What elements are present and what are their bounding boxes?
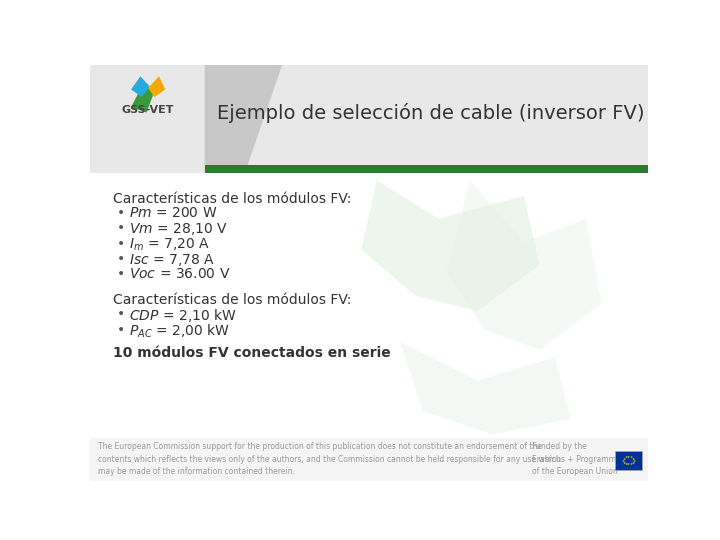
Text: ★: ★ [632, 458, 636, 463]
Text: ★: ★ [622, 461, 626, 464]
Text: Características de los módulos FV:: Características de los módulos FV: [113, 192, 351, 206]
Text: 10 módulos FV conectados en serie: 10 módulos FV conectados en serie [113, 346, 391, 360]
Text: •: • [117, 252, 125, 266]
Text: ★: ★ [627, 455, 630, 459]
Polygon shape [361, 180, 539, 311]
Text: •: • [117, 323, 125, 337]
Bar [616, 451, 642, 470]
Text: $\mathit{P_{AC}}$ = 2,00 kW: $\mathit{P_{AC}}$ = 2,00 kW [129, 323, 230, 340]
Bar [204, 165, 648, 173]
Bar [90, 173, 648, 438]
Text: The European Commission support for the production of this publication does not : The European Commission support for the … [98, 442, 561, 476]
Polygon shape [131, 76, 150, 97]
Text: ★: ★ [627, 462, 630, 467]
Text: Funded by the
Erasmus + Programme
of the European Union: Funded by the Erasmus + Programme of the… [532, 442, 621, 476]
Text: GSS-VET: GSS-VET [122, 105, 174, 115]
Text: •: • [117, 221, 125, 235]
Text: ★: ★ [621, 458, 625, 463]
Text: ★: ★ [630, 455, 633, 459]
Text: •: • [117, 267, 125, 281]
Text: $\mathit{CDP}$ = 2,10 kW: $\mathit{CDP}$ = 2,10 kW [129, 307, 237, 325]
Polygon shape [446, 180, 601, 350]
Text: $\mathit{Pm}$ = 200 W: $\mathit{Pm}$ = 200 W [129, 206, 217, 220]
Text: •: • [117, 237, 125, 251]
Bar [90, 65, 648, 173]
Polygon shape [148, 76, 165, 97]
Text: $\mathit{I_m}$ = 7,20 A: $\mathit{I_m}$ = 7,20 A [129, 237, 210, 253]
Text: $\mathit{Vm}$ = 28,10 V: $\mathit{Vm}$ = 28,10 V [129, 221, 228, 237]
Text: •: • [117, 206, 125, 220]
Text: ★: ★ [631, 457, 635, 461]
Text: ★: ★ [624, 462, 627, 466]
Text: Características de los módulos FV:: Características de los módulos FV: [113, 294, 351, 307]
Text: ★: ★ [631, 461, 635, 464]
Text: •: • [117, 307, 125, 321]
Text: ★: ★ [624, 455, 627, 459]
Text: ★: ★ [622, 457, 626, 461]
Bar [90, 438, 648, 481]
Polygon shape [131, 82, 154, 112]
Text: $\mathit{Isc}$ = 7,78 A: $\mathit{Isc}$ = 7,78 A [129, 252, 215, 268]
Text: ★: ★ [630, 462, 633, 466]
Polygon shape [204, 65, 282, 173]
Polygon shape [400, 342, 570, 434]
Text: $\mathit{Voc}$ = 36.00 V: $\mathit{Voc}$ = 36.00 V [129, 267, 230, 281]
Text: Ejemplo de selección de cable (inversor FV): Ejemplo de selección de cable (inversor … [217, 103, 644, 123]
